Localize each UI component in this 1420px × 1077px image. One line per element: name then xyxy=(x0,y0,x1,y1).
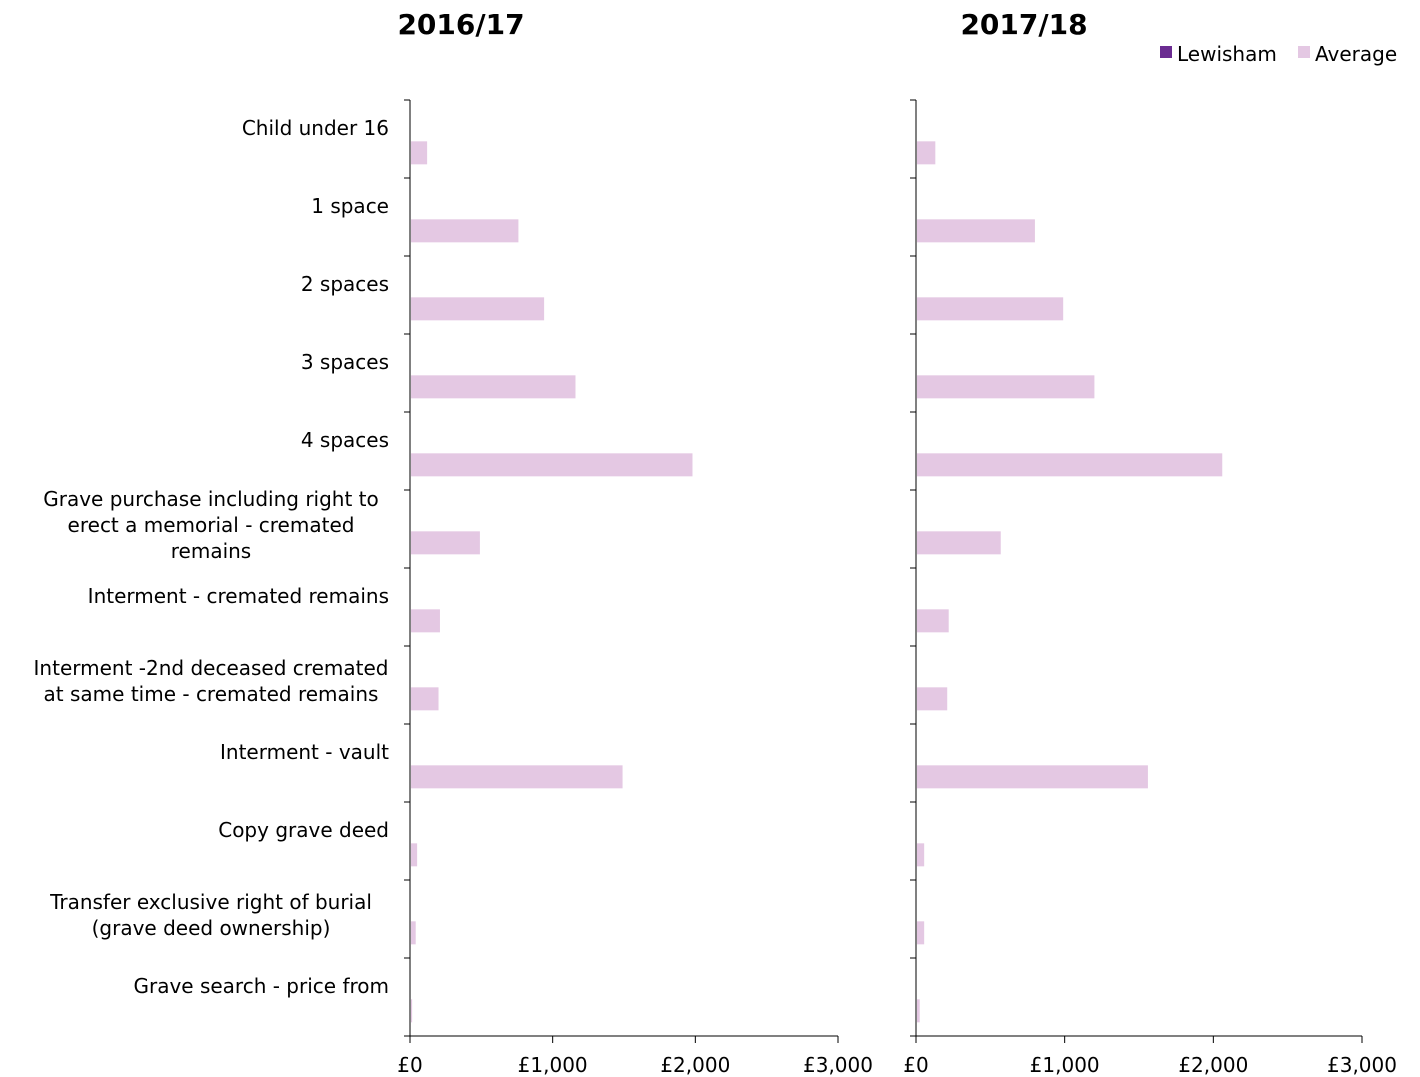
x-tick-label: £0 xyxy=(397,1053,422,1077)
x-tick-label: £0 xyxy=(903,1053,928,1077)
bar-average xyxy=(411,141,427,164)
legend-item-lewisham: Lewisham xyxy=(1160,42,1277,66)
bar-average xyxy=(917,219,1035,242)
category-label: 1 space xyxy=(311,194,389,218)
x-tick-label: £2,000 xyxy=(660,1053,730,1077)
panel-1: 2017/18 £0 £1,000 £2,000 £3,000 xyxy=(903,8,1397,1077)
panel-title: 2017/18 xyxy=(960,8,1087,41)
x-tick-label: £3,000 xyxy=(1327,1053,1397,1077)
category-label: (grave deed ownership) xyxy=(92,916,331,940)
bar-average xyxy=(411,843,417,866)
bar-average xyxy=(917,765,1148,788)
bar-average xyxy=(917,531,1001,554)
category-label: 2 spaces xyxy=(301,272,389,296)
chart-panels: 2016/17 £0 £1,000 £2,000 £3,000 Child under 1… xyxy=(34,8,1397,1077)
x-tick-label: £2,000 xyxy=(1178,1053,1248,1077)
bar-average xyxy=(917,843,924,866)
bar-average xyxy=(917,453,1222,476)
bar-average xyxy=(411,453,692,476)
bar-average xyxy=(411,531,480,554)
bar-average xyxy=(411,687,439,710)
legend-label: Average xyxy=(1315,42,1397,66)
bar-average xyxy=(917,297,1063,320)
x-tick-label: £1,000 xyxy=(1030,1053,1100,1077)
category-label: Grave purchase including right to xyxy=(43,487,379,511)
bar-average xyxy=(917,609,949,632)
bar-average xyxy=(917,687,947,710)
category-label: at same time - cremated remains xyxy=(44,682,379,706)
legend: Lewisham Average xyxy=(1160,42,1397,66)
category-label: Copy grave deed xyxy=(218,818,389,842)
panel-title: 2016/17 xyxy=(397,8,524,41)
x-tick-label: £3,000 xyxy=(803,1053,873,1077)
panel-0: 2016/17 £0 £1,000 £2,000 £3,000 Child under 1… xyxy=(34,8,873,1077)
bar-average xyxy=(411,375,575,398)
bar-average xyxy=(411,219,518,242)
bar-average xyxy=(917,921,924,944)
bar-average xyxy=(411,297,544,320)
category-label: Child under 16 xyxy=(242,116,389,140)
category-label: 4 spaces xyxy=(301,428,389,452)
category-label: Transfer exclusive right of burial xyxy=(49,890,372,914)
bar-average xyxy=(917,141,935,164)
bar-average xyxy=(917,375,1094,398)
bar-average xyxy=(411,609,440,632)
category-label: erect a memorial - cremated xyxy=(68,513,355,537)
category-label: Interment - cremated remains xyxy=(88,584,389,608)
legend-label: Lewisham xyxy=(1177,42,1277,66)
x-tick-label: £1,000 xyxy=(518,1053,588,1077)
legend-swatch xyxy=(1160,46,1172,58)
legend-swatch xyxy=(1298,46,1310,58)
category-label: remains xyxy=(171,539,251,563)
category-label: Interment - vault xyxy=(220,740,389,764)
category-label: Interment -2nd deceased cremated xyxy=(34,656,389,680)
category-label: 3 spaces xyxy=(301,350,389,374)
category-label: Grave search - price from xyxy=(133,974,389,998)
bar-average xyxy=(917,999,920,1022)
legend-item-average: Average xyxy=(1298,42,1397,66)
bar-average xyxy=(411,765,623,788)
bar-average xyxy=(411,921,416,944)
bar-average xyxy=(411,999,412,1022)
